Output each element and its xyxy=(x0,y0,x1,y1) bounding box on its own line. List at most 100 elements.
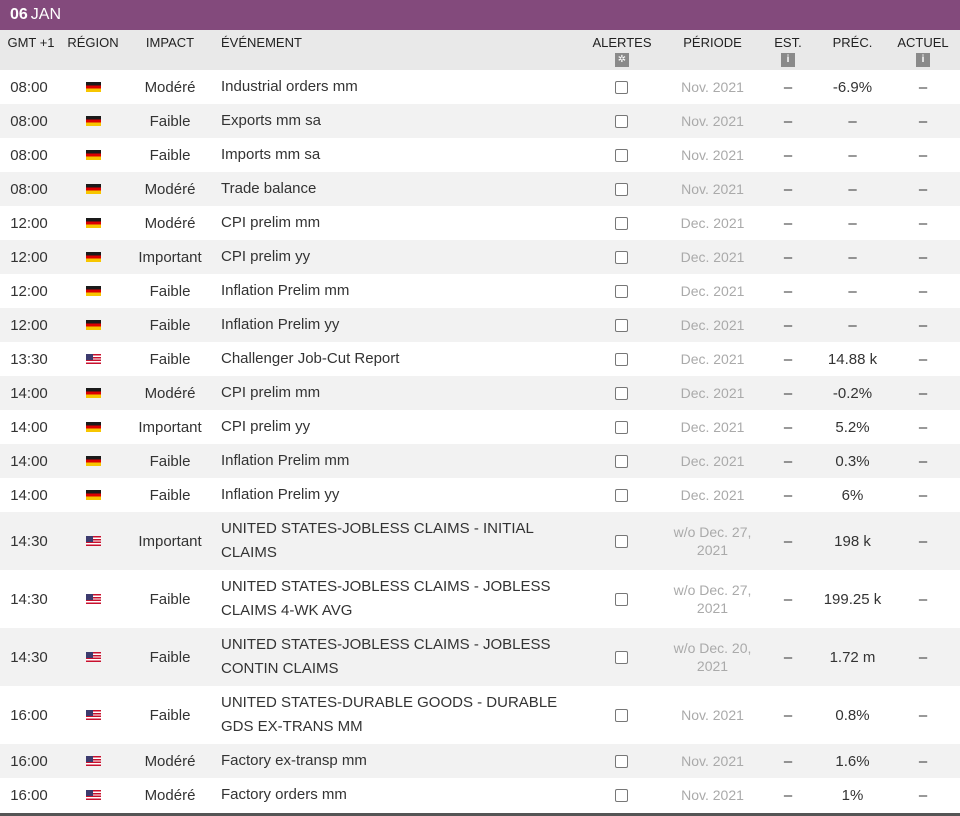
event-est: – xyxy=(783,248,793,266)
table-row[interactable]: 08:00 Faible Imports mm sa Nov. 2021 – – – xyxy=(0,138,960,172)
event-period: Dec. 2021 xyxy=(680,385,745,401)
event-prec: 1.72 m xyxy=(829,648,876,666)
event-alert xyxy=(596,444,646,478)
event-impact: Faible xyxy=(149,146,191,164)
table-row[interactable]: 16:00 Modéré Factory ex-transp mm Nov. 2021… xyxy=(0,744,960,778)
event-actual: – xyxy=(918,786,928,804)
event-name: Inflation Prelim mm xyxy=(221,282,350,299)
event-period: Nov. 2021 xyxy=(681,113,744,129)
table-row[interactable]: 14:30 Faible UNITED STATES-JOBLESS CLAIMS … xyxy=(0,570,960,628)
date-header: 06 JAN xyxy=(0,0,960,30)
event-prec: -6.9% xyxy=(832,78,873,96)
event-time: 16:00 xyxy=(10,752,48,770)
germany-flag-icon xyxy=(85,116,101,126)
event-actual: – xyxy=(918,180,928,198)
event-name: Challenger Job-Cut Report xyxy=(221,350,400,367)
event-actual: – xyxy=(918,248,928,266)
table-row[interactable]: 14:00 Modéré CPI prelim mm Dec. 2021 – -0.2% – xyxy=(0,376,960,410)
event-impact: Modéré xyxy=(144,752,196,770)
alert-checkbox[interactable] xyxy=(614,318,628,332)
alert-checkbox[interactable] xyxy=(614,534,628,548)
event-region xyxy=(70,410,116,444)
info-icon[interactable]: i xyxy=(916,53,930,67)
event-region xyxy=(70,744,116,778)
alert-checkbox[interactable] xyxy=(614,216,628,230)
event-region xyxy=(70,274,116,308)
table-row[interactable]: 08:00 Modéré Trade balance Nov. 2021 – – – xyxy=(0,172,960,206)
event-name: Inflation Prelim yy xyxy=(221,486,340,503)
alert-checkbox[interactable] xyxy=(614,386,628,400)
alert-checkbox[interactable] xyxy=(614,284,628,298)
event-est: – xyxy=(783,418,793,436)
table-row[interactable]: 16:00 Faible UNITED STATES-DURABLE GOODS -… xyxy=(0,686,960,744)
event-alert xyxy=(596,274,646,308)
germany-flag-icon xyxy=(85,218,101,228)
alert-checkbox[interactable] xyxy=(614,352,628,366)
alert-checkbox[interactable] xyxy=(614,182,628,196)
info-icon[interactable]: i xyxy=(781,53,795,67)
event-prec: 0.3% xyxy=(835,452,870,470)
event-alert xyxy=(596,104,646,138)
col-prec: PRÉC. xyxy=(832,35,873,50)
alert-checkbox[interactable] xyxy=(614,420,628,434)
event-period: Dec. 2021 xyxy=(680,215,745,231)
alert-checkbox[interactable] xyxy=(614,250,628,264)
alert-checkbox[interactable] xyxy=(614,148,628,162)
event-impact: Modéré xyxy=(144,786,196,804)
alert-checkbox[interactable] xyxy=(614,708,628,722)
table-row[interactable]: 16:00 Modéré Factory orders mm Nov. 2021 – 1%… xyxy=(0,778,960,812)
alert-checkbox[interactable] xyxy=(614,454,628,468)
event-region xyxy=(70,308,116,342)
event-name: Factory orders mm xyxy=(221,786,347,803)
event-period: w/o Dec. 27, 2021 xyxy=(673,582,752,616)
table-row[interactable]: 14:30 Faible UNITED STATES-JOBLESS CLAIMS … xyxy=(0,628,960,686)
table-row[interactable]: 12:00 Modéré CPI prelim mm Dec. 2021 – – – xyxy=(0,206,960,240)
col-alerts: ALERTES ✲ xyxy=(586,35,658,67)
table-row[interactable]: 12:00 Faible Inflation Prelim mm Dec. 2021 –… xyxy=(0,274,960,308)
table-row[interactable]: 14:00 Faible Inflation Prelim yy Dec. 2021 –… xyxy=(0,478,960,512)
event-region xyxy=(70,138,116,172)
date-month: JAN xyxy=(30,6,62,23)
col-alerts-label: ALERTES xyxy=(592,35,652,50)
event-actual: – xyxy=(918,112,928,130)
event-actual: – xyxy=(918,214,928,232)
alert-checkbox[interactable] xyxy=(614,754,628,768)
event-actual: – xyxy=(918,532,928,550)
alert-checkbox[interactable] xyxy=(614,592,628,606)
event-impact: Modéré xyxy=(144,180,196,198)
alert-checkbox[interactable] xyxy=(614,80,628,94)
alert-checkbox[interactable] xyxy=(614,488,628,502)
col-period: PÉRIODE xyxy=(683,35,742,50)
table-row[interactable]: 12:00 Faible Inflation Prelim yy Dec. 2021 –… xyxy=(0,308,960,342)
event-name: UNITED STATES-DURABLE GOODS - DURABLE GD… xyxy=(221,694,558,735)
gear-icon[interactable]: ✲ xyxy=(615,53,629,67)
us-flag-icon xyxy=(85,536,101,546)
table-row[interactable]: 08:00 Modéré Industrial orders mm Nov. 2021… xyxy=(0,70,960,104)
table-row[interactable]: 08:00 Faible Exports mm sa Nov. 2021 – – – xyxy=(0,104,960,138)
event-prec: 14.88 k xyxy=(827,350,878,368)
alert-checkbox[interactable] xyxy=(614,650,628,664)
event-period: Nov. 2021 xyxy=(681,707,744,723)
event-actual: – xyxy=(918,486,928,504)
event-region xyxy=(70,478,116,512)
event-prec: 1.6% xyxy=(835,752,870,770)
event-name: CPI prelim mm xyxy=(221,214,321,231)
table-row[interactable]: 12:00 Important CPI prelim yy Dec. 2021 – – – xyxy=(0,240,960,274)
col-time: GMT +1 xyxy=(7,35,55,50)
event-time: 12:00 xyxy=(10,214,48,232)
table-row[interactable]: 14:30 Important UNITED STATES-JOBLESS CLAI… xyxy=(0,512,960,570)
event-est: – xyxy=(783,180,793,198)
event-prec: – xyxy=(848,282,857,300)
table-row[interactable]: 13:30 Faible Challenger Job-Cut Report Dec.… xyxy=(0,342,960,376)
table-row[interactable]: 14:00 Important CPI prelim yy Dec. 2021 – 5.2… xyxy=(0,410,960,444)
col-region: RÉGION xyxy=(67,35,119,50)
alert-checkbox[interactable] xyxy=(614,114,628,128)
event-region xyxy=(70,70,116,104)
event-alert xyxy=(596,376,646,410)
event-period: w/o Dec. 27, 2021 xyxy=(673,524,752,558)
alert-checkbox[interactable] xyxy=(614,788,628,802)
event-impact: Faible xyxy=(149,648,191,666)
table-row[interactable]: 14:00 Faible Inflation Prelim mm Dec. 2021 –… xyxy=(0,444,960,478)
event-region xyxy=(70,240,116,274)
event-est: – xyxy=(783,532,793,550)
